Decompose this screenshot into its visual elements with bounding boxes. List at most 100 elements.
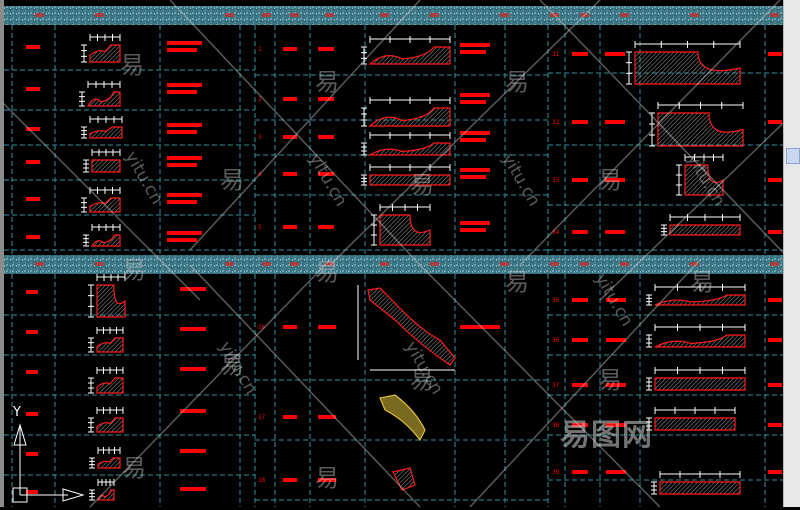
vertical-scrollbar[interactable] bbox=[783, 0, 800, 507]
moulding-profile bbox=[654, 334, 746, 348]
row-number: 37 bbox=[552, 382, 560, 389]
watermark-line bbox=[329, 0, 601, 266]
watermark-glyph: 易 bbox=[690, 268, 714, 296]
annotation-text-mark bbox=[768, 470, 782, 474]
header-label-mark bbox=[550, 262, 559, 266]
header-label-mark bbox=[770, 13, 779, 17]
watermark-glyph: 易 bbox=[315, 68, 339, 96]
annotation-text-mark bbox=[283, 97, 297, 101]
annotation-text-mark bbox=[606, 383, 626, 387]
table-header-band bbox=[4, 255, 783, 274]
watermark-glyph: 易 bbox=[315, 258, 339, 286]
annotation-text-mark bbox=[318, 225, 334, 229]
moulding-profile bbox=[684, 164, 724, 196]
moulding-profile bbox=[659, 481, 741, 495]
moulding-profile bbox=[96, 377, 124, 394]
annotation-text-mark bbox=[606, 338, 626, 342]
moulding-profile bbox=[368, 107, 451, 127]
header-label-mark bbox=[620, 262, 629, 266]
watermark-line bbox=[599, 105, 800, 301]
moulding-profile bbox=[657, 112, 744, 147]
header-label-mark bbox=[430, 13, 439, 17]
watermark-glyph: 易 bbox=[120, 51, 144, 79]
moulding-profile bbox=[97, 489, 115, 501]
moulding-profile bbox=[96, 337, 124, 353]
header-label-mark bbox=[225, 13, 234, 17]
header-label-mark bbox=[430, 262, 439, 266]
annotation-text-mark bbox=[167, 83, 202, 87]
moulding-profile bbox=[654, 417, 736, 431]
annotation-text-mark bbox=[167, 123, 202, 127]
watermark-glyph: 易 bbox=[410, 366, 434, 394]
header-label-mark bbox=[262, 262, 271, 266]
watermark-line bbox=[169, 0, 421, 266]
annotation-text-mark bbox=[768, 383, 782, 387]
annotation-text-mark bbox=[572, 120, 588, 124]
annotation-text-mark bbox=[167, 156, 202, 160]
annotation-text-mark bbox=[167, 200, 197, 204]
annotation-text-mark bbox=[460, 93, 490, 97]
row-number: 35 bbox=[552, 297, 560, 304]
annotation-text-mark bbox=[460, 100, 486, 104]
annotation-text-mark bbox=[318, 325, 336, 329]
row-number: 32 bbox=[552, 119, 560, 126]
annotation-text-mark bbox=[26, 412, 38, 416]
annotation-text-mark bbox=[606, 423, 626, 427]
row-number: 1 bbox=[258, 46, 262, 53]
annotation-text-mark bbox=[283, 478, 297, 482]
annotation-text-mark bbox=[605, 52, 625, 56]
row-number: 2 bbox=[258, 96, 262, 103]
header-label-mark bbox=[225, 262, 234, 266]
header-label-mark bbox=[690, 13, 699, 17]
annotation-text-mark bbox=[167, 90, 197, 94]
watermark-glyph: 易 bbox=[598, 366, 622, 394]
annotation-text-mark bbox=[572, 230, 588, 234]
header-label-mark bbox=[770, 262, 779, 266]
annotation-text-mark bbox=[605, 120, 625, 124]
watermark-brand: 易图网 bbox=[560, 418, 653, 453]
annotation-text-mark bbox=[26, 490, 38, 494]
header-label-mark bbox=[35, 262, 44, 266]
annotation-text-mark bbox=[460, 168, 490, 172]
moulding-profile bbox=[96, 417, 124, 433]
moulding-profile bbox=[90, 234, 121, 247]
annotation-text-mark bbox=[26, 370, 38, 374]
moulding-profile bbox=[91, 159, 121, 173]
watermark-glyph: 易 bbox=[220, 351, 244, 379]
annotation-text-mark bbox=[167, 130, 197, 134]
watermark-glyph: 易 bbox=[505, 68, 529, 96]
scrollbar-thumb[interactable] bbox=[786, 148, 800, 164]
annotation-text-mark bbox=[318, 97, 334, 101]
moulding-profile bbox=[379, 394, 426, 442]
annotation-text-mark bbox=[318, 172, 334, 176]
row-number: 16 bbox=[258, 324, 266, 331]
ucs-y-label: Y bbox=[13, 405, 21, 420]
annotation-text-mark bbox=[768, 178, 782, 182]
watermark-line bbox=[0, 99, 201, 301]
header-label-mark bbox=[580, 13, 589, 17]
watermark-glyph: 易 bbox=[598, 166, 622, 194]
annotation-text-mark bbox=[283, 225, 297, 229]
annotation-text-mark bbox=[167, 238, 197, 242]
annotation-text-mark bbox=[26, 45, 40, 49]
annotation-text-mark bbox=[283, 415, 297, 419]
annotation-text-mark bbox=[283, 47, 297, 51]
annotation-text-mark bbox=[572, 178, 588, 182]
row-number: 36 bbox=[552, 337, 560, 344]
annotation-text-mark bbox=[768, 423, 782, 427]
window-left-edge bbox=[0, 0, 4, 507]
header-label-mark bbox=[290, 13, 299, 17]
header-label-mark bbox=[325, 13, 334, 17]
moulding-profile bbox=[89, 44, 121, 63]
header-label-mark bbox=[580, 262, 589, 266]
annotation-text-mark bbox=[26, 330, 38, 334]
watermark-line bbox=[189, 0, 421, 251]
annotation-text-mark bbox=[605, 178, 625, 182]
annotation-text-mark bbox=[572, 298, 588, 302]
row-number: 18 bbox=[258, 477, 266, 484]
annotation-text-mark bbox=[318, 478, 336, 482]
moulding-profile bbox=[369, 174, 451, 186]
annotation-text-mark bbox=[180, 327, 206, 331]
header-label-mark bbox=[325, 262, 334, 266]
